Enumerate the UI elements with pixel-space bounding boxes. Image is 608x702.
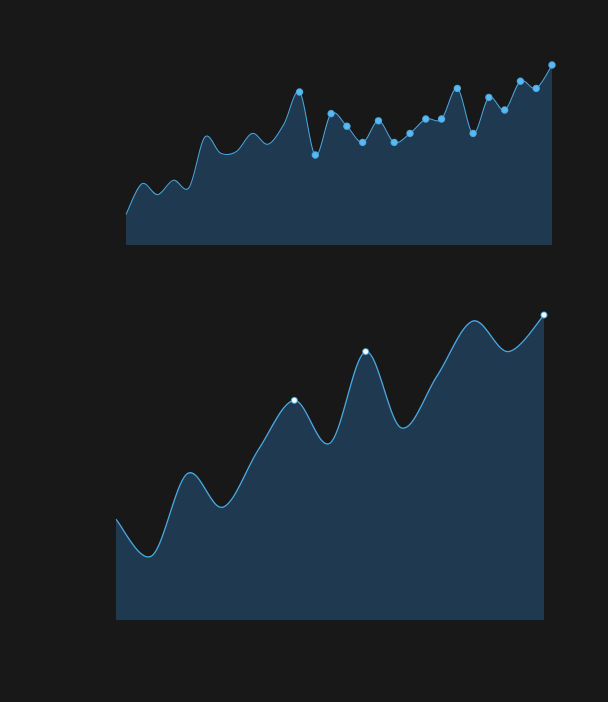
data-point[interactable] [290, 396, 298, 404]
data-point[interactable] [532, 84, 540, 93]
series-line [125, 64, 553, 215]
data-point[interactable] [362, 348, 370, 356]
data-point[interactable] [422, 115, 430, 123]
data-point[interactable] [516, 77, 525, 85]
data-point[interactable] [406, 129, 414, 138]
data-point[interactable] [500, 106, 509, 114]
data-point[interactable] [540, 311, 548, 319]
data-point[interactable] [453, 84, 462, 93]
data-point[interactable] [390, 138, 398, 147]
data-point[interactable] [295, 88, 304, 96]
data-point[interactable] [469, 129, 477, 138]
area-chart-1 [125, 61, 556, 245]
data-point[interactable] [311, 151, 320, 159]
series-line [115, 314, 545, 558]
data-point[interactable] [548, 61, 556, 69]
area-fill [126, 65, 552, 245]
area-chart-2 [115, 311, 548, 620]
area-fill [116, 315, 544, 620]
data-point[interactable] [343, 122, 351, 130]
data-point[interactable] [437, 115, 446, 123]
data-point[interactable] [327, 109, 335, 118]
data-point[interactable] [374, 117, 383, 125]
data-point[interactable] [485, 93, 493, 102]
data-point[interactable] [358, 138, 367, 147]
